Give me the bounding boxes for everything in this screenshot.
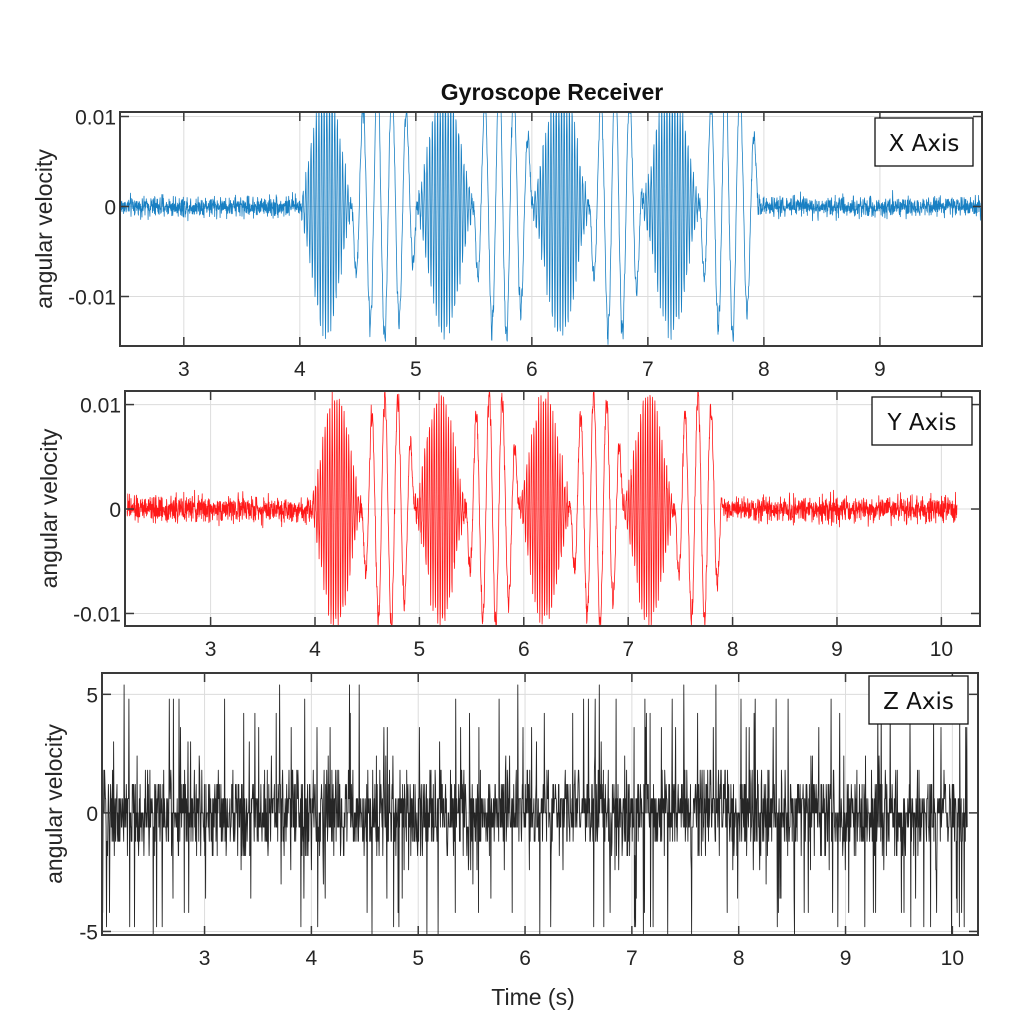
x-tick-labels: 3 4 5 6 7 8 9 10 (199, 947, 964, 970)
legend-label: Z Axis (883, 689, 954, 715)
x-tick-label: 6 (526, 358, 538, 381)
legend: X Axis (874, 117, 974, 167)
y-tick-labels: 0.01 0 -0.01 (68, 107, 116, 310)
legend-box (874, 117, 974, 167)
panel-x-axis: 3 4 5 6 7 8 9 0.01 0 -0.01 angular velocity X Ax… (31, 107, 983, 381)
tick-marks (120, 112, 982, 346)
x-tick-label: 5 (412, 947, 424, 970)
plot-frame (119, 111, 983, 347)
tick-marks (102, 673, 978, 935)
x-tick-label: 9 (831, 638, 843, 661)
x-tick-label: 9 (840, 947, 852, 970)
x-tick-label: 10 (930, 638, 953, 661)
x-tick-label: 10 (941, 947, 964, 970)
series-x-axis-line (119, 111, 983, 345)
x-tick-label: 3 (178, 358, 190, 381)
x-tick-labels: 3 4 5 6 7 8 9 (178, 358, 886, 381)
x-tick-label: 6 (518, 638, 530, 661)
legend-box (871, 396, 973, 446)
legend: Z Axis (868, 675, 969, 725)
y-axis-label: angular velocity (36, 428, 62, 588)
x-axis-label: Time (s) (491, 984, 574, 1010)
series-z-axis-line (101, 684, 968, 936)
y-tick-label: 0 (109, 499, 121, 522)
y-tick-label: 0.01 (80, 395, 121, 418)
x-tick-label: 4 (306, 947, 318, 970)
y-tick-labels: 0.01 0 -0.01 (73, 395, 121, 627)
plot-frame (101, 672, 979, 936)
y-tick-label: -5 (79, 921, 98, 944)
y-tick-label: 5 (86, 684, 98, 707)
x-tick-label: 9 (874, 358, 886, 381)
legend-label: Y Axis (886, 410, 956, 436)
x-tick-label: 7 (626, 947, 638, 970)
legend-box (868, 675, 969, 725)
y-tick-label: -0.01 (73, 603, 121, 626)
y-axis-label: angular velocity (31, 149, 57, 309)
x-tick-label: 7 (642, 358, 654, 381)
y-tick-label: -0.01 (68, 287, 116, 310)
figure-title: Gyroscope Receiver (441, 79, 664, 105)
x-tick-labels: 3 4 5 6 7 8 9 10 (205, 638, 953, 661)
panel-z-axis: 3 4 5 6 7 8 9 10 5 0 -5 angular velocity Z Axis (41, 672, 979, 970)
x-tick-label: 4 (309, 638, 321, 661)
y-tick-label: 0 (86, 803, 98, 826)
x-tick-label: 6 (519, 947, 531, 970)
legend: Y Axis (871, 396, 973, 446)
series-y-axis-line (126, 390, 958, 627)
x-tick-label: 8 (727, 638, 739, 661)
x-tick-label: 5 (410, 358, 422, 381)
x-tick-label: 8 (758, 358, 770, 381)
tick-marks (125, 391, 980, 626)
panel-y-axis: 3 4 5 6 7 8 9 10 0.01 0 -0.01 angular velocity Y … (36, 390, 981, 661)
x-tick-label: 3 (199, 947, 211, 970)
y-tick-label: 0.01 (75, 107, 116, 130)
x-tick-label: 5 (414, 638, 426, 661)
x-tick-label: 8 (733, 947, 745, 970)
x-tick-label: 3 (205, 638, 217, 661)
legend-label: X Axis (889, 131, 960, 157)
y-tick-labels: 5 0 -5 (79, 684, 98, 944)
x-tick-label: 4 (294, 358, 306, 381)
y-tick-label: 0 (104, 197, 116, 220)
signal-trace (126, 390, 958, 627)
signal-trace (119, 111, 983, 345)
y-axis-label: angular velocity (41, 724, 67, 884)
x-tick-label: 7 (622, 638, 634, 661)
signal-trace (101, 684, 968, 936)
